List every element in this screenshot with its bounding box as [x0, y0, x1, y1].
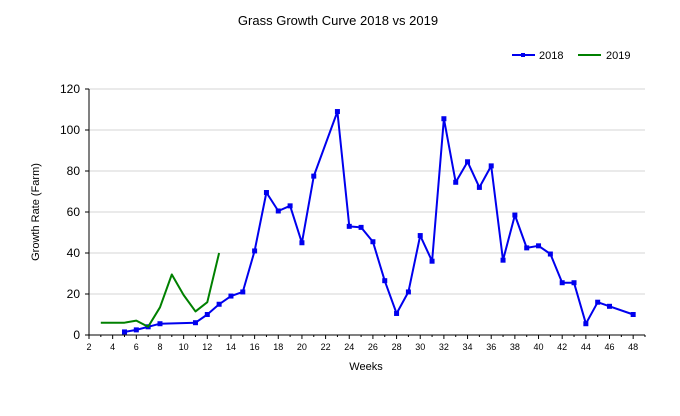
data-point-2018[interactable] [547, 251, 553, 257]
data-point-2018[interactable] [133, 327, 139, 333]
data-point-2018[interactable] [417, 233, 423, 239]
data-point-2018[interactable] [311, 173, 317, 179]
data-point-2018[interactable] [453, 179, 459, 185]
x-tick-label: 32 [439, 342, 449, 352]
x-tick-label: 34 [463, 342, 473, 352]
x-tick-label: 38 [510, 342, 520, 352]
x-axis-ticks: 2 4 6 8 10 12 14 16 18 20 22 24 26 28 30 32 34 36 38 40 42 44… [86, 335, 646, 352]
x-tick-label: 10 [179, 342, 189, 352]
chart-title: Grass Growth Curve 2018 vs 2019 [238, 13, 438, 28]
x-tick-label: 48 [628, 342, 638, 352]
data-point-2018[interactable] [263, 190, 269, 196]
data-point-2018[interactable] [583, 321, 589, 327]
data-point-2018[interactable] [370, 239, 376, 245]
y-axis-label: Growth Rate (Farm) [30, 163, 42, 261]
x-tick-label: 24 [344, 342, 354, 352]
data-point-2018[interactable] [121, 329, 127, 335]
x-axis-label: Weeks [349, 361, 383, 373]
x-tick-label: 6 [134, 342, 139, 352]
data-point-2018[interactable] [382, 278, 388, 284]
data-point-2018[interactable] [607, 303, 613, 309]
y-axis-ticks: 0 20 40 60 80 100 120 [60, 82, 89, 342]
data-point-2018[interactable] [524, 245, 530, 251]
series-line-2019 [100, 252, 221, 328]
x-tick-label: 30 [415, 342, 425, 352]
data-point-2018[interactable] [287, 203, 293, 209]
x-tick-label: 44 [581, 342, 591, 352]
data-point-2018[interactable] [405, 289, 411, 295]
x-tick-label: 16 [250, 342, 260, 352]
data-point-2018[interactable] [512, 212, 518, 218]
data-point-2018[interactable] [500, 257, 506, 263]
x-tick-label: 22 [321, 342, 331, 352]
x-tick-label: 36 [486, 342, 496, 352]
data-point-2018[interactable] [157, 321, 163, 327]
data-point-2018[interactable] [334, 109, 340, 115]
legend: 2018 2019 [512, 50, 630, 62]
x-tick-label: 18 [273, 342, 283, 352]
y-tick-label: 0 [73, 328, 80, 342]
data-point-2018[interactable] [630, 312, 636, 317]
x-tick-label: 4 [110, 342, 115, 352]
data-point-2018[interactable] [394, 310, 400, 316]
y-tick-label: 40 [67, 246, 81, 260]
data-point-2018[interactable] [216, 301, 222, 307]
series-2019 [100, 252, 221, 328]
x-tick-label: 40 [534, 342, 544, 352]
data-point-2018[interactable] [346, 223, 352, 229]
data-point-2018[interactable] [275, 208, 281, 214]
data-point-2018[interactable] [595, 299, 601, 305]
x-tick-label: 8 [157, 342, 162, 352]
data-point-2018[interactable] [192, 320, 198, 326]
x-tick-label: 28 [392, 342, 402, 352]
data-point-2018[interactable] [476, 184, 482, 190]
x-tick-label: 14 [226, 342, 236, 352]
data-point-2018[interactable] [559, 280, 565, 286]
y-tick-label: 100 [60, 123, 80, 137]
data-point-2018[interactable] [358, 224, 364, 230]
series-layer [100, 109, 636, 335]
x-tick-label: 20 [297, 342, 307, 352]
data-point-2018[interactable] [488, 163, 494, 169]
y-tick-label: 80 [67, 164, 81, 178]
data-point-2018[interactable] [299, 240, 305, 246]
legend-item-2019[interactable]: 2019 [578, 50, 630, 62]
data-point-2018[interactable] [571, 280, 577, 286]
legend-marker-2018 [521, 53, 525, 57]
y-tick-label: 20 [67, 287, 81, 301]
data-point-2018[interactable] [536, 243, 542, 249]
data-point-2018[interactable] [228, 293, 234, 299]
series-line-2018 [124, 110, 634, 333]
data-point-2018[interactable] [429, 258, 435, 264]
x-tick-label: 46 [605, 342, 615, 352]
legend-label-2018: 2018 [539, 50, 563, 62]
data-point-2018[interactable] [465, 159, 471, 165]
x-tick-label: 26 [368, 342, 378, 352]
data-point-2018[interactable] [252, 248, 258, 254]
x-tick-label: 2 [86, 342, 91, 352]
y-tick-label: 60 [67, 205, 81, 219]
x-tick-label: 12 [202, 342, 212, 352]
y-tick-label: 120 [60, 82, 80, 96]
data-point-2018[interactable] [240, 289, 246, 295]
gridlines [89, 88, 645, 295]
series-2018 [121, 109, 636, 335]
data-point-2018[interactable] [441, 116, 447, 122]
x-tick-label: 42 [557, 342, 567, 352]
legend-item-2018[interactable]: 2018 [512, 50, 563, 62]
data-point-2018[interactable] [204, 312, 210, 317]
legend-label-2019: 2019 [606, 50, 630, 62]
